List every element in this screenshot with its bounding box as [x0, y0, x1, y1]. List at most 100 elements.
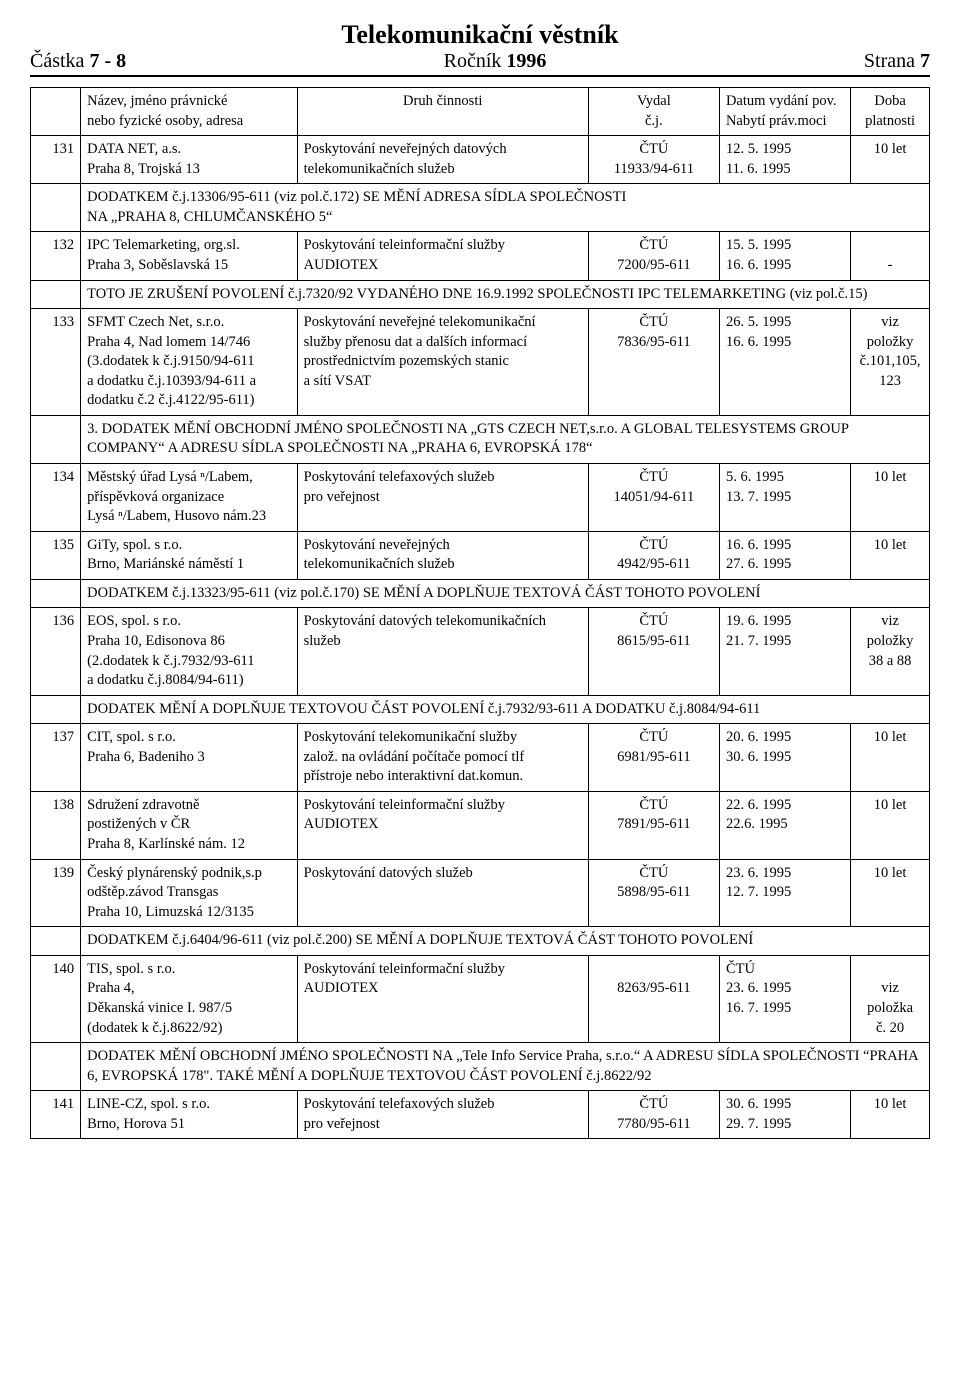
col-valid-l2: platnosti: [865, 113, 915, 129]
validity: viz položky č.101,105, 123: [851, 309, 930, 416]
row-number: 136: [31, 608, 81, 695]
activity: Poskytování datových služeb: [297, 859, 588, 927]
validity: -: [851, 232, 930, 280]
note-text: TOTO JE ZRUŠENÍ POVOLENÍ č.j.7320/92 VYD…: [81, 280, 930, 309]
issue-label: Částka: [30, 50, 84, 72]
page-label: Strana: [864, 50, 915, 72]
col-date-l2: Nabytí práv.moci: [726, 113, 827, 129]
dates: 12. 5. 1995 11. 6. 1995: [719, 136, 850, 184]
validity: 10 let: [851, 1091, 930, 1139]
note-text: DODATEK MĚNÍ A DOPLŇUJE TEXTOVOU ČÁST PO…: [81, 695, 930, 724]
dates: 22. 6. 1995 22.6. 1995: [719, 791, 850, 859]
activity: Poskytování telefaxových služeb pro veře…: [297, 1091, 588, 1139]
col-issued-l2: č.j.: [645, 113, 663, 129]
validity: viz položky 38 a 88: [851, 608, 930, 695]
row-number: 132: [31, 232, 81, 280]
entity-name: DATA NET, a.s. Praha 8, Trojská 13: [81, 136, 298, 184]
table-row: 131DATA NET, a.s. Praha 8, Trojská 13Pos…: [31, 136, 930, 184]
col-activity: Druh činnosti: [403, 93, 482, 109]
activity: Poskytování datových telekomunikačních s…: [297, 608, 588, 695]
issue-value: 7 - 8: [89, 50, 126, 72]
activity: Poskytování teleinformační služby AUDIOT…: [297, 955, 588, 1042]
document-header-row: Částka 7 - 8 Ročník 1996 Strana 7: [30, 50, 930, 77]
document-title: Telekomunikační věstník: [30, 20, 930, 50]
validity: 10 let: [851, 791, 930, 859]
table-row: 134Městský úřad Lysá ⁿ/Labem, příspěvkov…: [31, 464, 930, 532]
validity: 10 let: [851, 136, 930, 184]
entity-name: LINE-CZ, spol. s r.o. Brno, Horova 51: [81, 1091, 298, 1139]
page-value: 7: [920, 50, 930, 72]
row-number: 141: [31, 1091, 81, 1139]
table-row: 132IPC Telemarketing, org.sl. Praha 3, S…: [31, 232, 930, 280]
activity: Poskytování neveřejných telekomunikačníc…: [297, 531, 588, 579]
issued-by: ČTÚ 7836/95-611: [588, 309, 719, 416]
row-number: 138: [31, 791, 81, 859]
table-row-note: DODATKEM č.j.13306/95-611 (viz pol.č.172…: [31, 184, 930, 232]
dates: 15. 5. 1995 16. 6. 1995: [719, 232, 850, 280]
note-text: DODATEK MĚNÍ OBCHODNÍ JMÉNO SPOLEČNOSTI …: [81, 1043, 930, 1091]
issued-by: ČTÚ 11933/94-611: [588, 136, 719, 184]
table-row-note: DODATKEM č.j.6404/96-611 (viz pol.č.200)…: [31, 927, 930, 956]
issued-by: ČTÚ 8615/95-611: [588, 608, 719, 695]
row-number: 140: [31, 955, 81, 1042]
issued-by: ČTÚ 7891/95-611: [588, 791, 719, 859]
entity-name: Městský úřad Lysá ⁿ/Labem, příspěvková o…: [81, 464, 298, 532]
table-row-note: 3. DODATEK MĚNÍ OBCHODNÍ JMÉNO SPOLEČNOS…: [31, 415, 930, 463]
validity: viz položka č. 20: [851, 955, 930, 1042]
table-header-row: Název, jméno právnické nebo fyzické osob…: [31, 88, 930, 136]
col-date-l1: Datum vydání pov.: [726, 93, 837, 109]
activity: Poskytování neveřejných datových telekom…: [297, 136, 588, 184]
table-row: 141LINE-CZ, spol. s r.o. Brno, Horova 51…: [31, 1091, 930, 1139]
entity-name: Sdružení zdravotně postižených v ČR Prah…: [81, 791, 298, 859]
table-row-note: DODATEK MĚNÍ OBCHODNÍ JMÉNO SPOLEČNOSTI …: [31, 1043, 930, 1091]
row-number: 131: [31, 136, 81, 184]
issued-by: ČTÚ 5898/95-611: [588, 859, 719, 927]
note-text: DODATKEM č.j.6404/96-611 (viz pol.č.200)…: [81, 927, 930, 956]
year-value: 1996: [506, 50, 546, 72]
table-row: 133SFMT Czech Net, s.r.o. Praha 4, Nad l…: [31, 309, 930, 416]
entity-name: GiTy, spol. s r.o. Brno, Mariánské náměs…: [81, 531, 298, 579]
row-number: 134: [31, 464, 81, 532]
dates: 30. 6. 1995 29. 7. 1995: [719, 1091, 850, 1139]
col-issued-l1: Vydal: [637, 93, 671, 109]
validity: 10 let: [851, 859, 930, 927]
year-label: Ročník: [444, 50, 502, 72]
validity: 10 let: [851, 464, 930, 532]
activity: Poskytování teleinformační služby AUDIOT…: [297, 791, 588, 859]
col-name-l1: Název, jméno právnické: [87, 93, 227, 109]
row-number: 135: [31, 531, 81, 579]
activity: Poskytování telekomunikační služby založ…: [297, 724, 588, 792]
table-row: 135GiTy, spol. s r.o. Brno, Mariánské ná…: [31, 531, 930, 579]
validity: 10 let: [851, 724, 930, 792]
issued-by: 8263/95-611: [588, 955, 719, 1042]
table-row-note: DODATEK MĚNÍ A DOPLŇUJE TEXTOVOU ČÁST PO…: [31, 695, 930, 724]
table-row: 139Český plynárenský podnik,s.p odštěp.z…: [31, 859, 930, 927]
entity-name: TIS, spol. s r.o. Praha 4, Děkanská vini…: [81, 955, 298, 1042]
dates: 26. 5. 1995 16. 6. 1995: [719, 309, 850, 416]
issued-by: ČTÚ 7200/95-611: [588, 232, 719, 280]
activity: Poskytování neveřejné telekomunikační sl…: [297, 309, 588, 416]
permits-table: Název, jméno právnické nebo fyzické osob…: [30, 87, 930, 1139]
validity: 10 let: [851, 531, 930, 579]
dates: 5. 6. 1995 13. 7. 1995: [719, 464, 850, 532]
table-row-note: TOTO JE ZRUŠENÍ POVOLENÍ č.j.7320/92 VYD…: [31, 280, 930, 309]
dates: 16. 6. 1995 27. 6. 1995: [719, 531, 850, 579]
dates: 23. 6. 1995 12. 7. 1995: [719, 859, 850, 927]
issued-by: ČTÚ 6981/95-611: [588, 724, 719, 792]
table-row: 138Sdružení zdravotně postižených v ČR P…: [31, 791, 930, 859]
issued-by: ČTÚ 14051/94-611: [588, 464, 719, 532]
note-text: DODATKEM č.j.13323/95-611 (viz pol.č.170…: [81, 579, 930, 608]
activity: Poskytování telefaxových služeb pro veře…: [297, 464, 588, 532]
entity-name: CIT, spol. s r.o. Praha 6, Badeniho 3: [81, 724, 298, 792]
entity-name: Český plynárenský podnik,s.p odštěp.závo…: [81, 859, 298, 927]
issued-by: ČTÚ 4942/95-611: [588, 531, 719, 579]
entity-name: EOS, spol. s r.o. Praha 10, Edisonova 86…: [81, 608, 298, 695]
row-number: 137: [31, 724, 81, 792]
note-text: DODATKEM č.j.13306/95-611 (viz pol.č.172…: [81, 184, 930, 232]
dates: 19. 6. 1995 21. 7. 1995: [719, 608, 850, 695]
entity-name: IPC Telemarketing, org.sl. Praha 3, Sobě…: [81, 232, 298, 280]
issued-by: ČTÚ 7780/95-611: [588, 1091, 719, 1139]
table-row-note: DODATKEM č.j.13323/95-611 (viz pol.č.170…: [31, 579, 930, 608]
table-row: 136EOS, spol. s r.o. Praha 10, Edisonova…: [31, 608, 930, 695]
row-number: 139: [31, 859, 81, 927]
